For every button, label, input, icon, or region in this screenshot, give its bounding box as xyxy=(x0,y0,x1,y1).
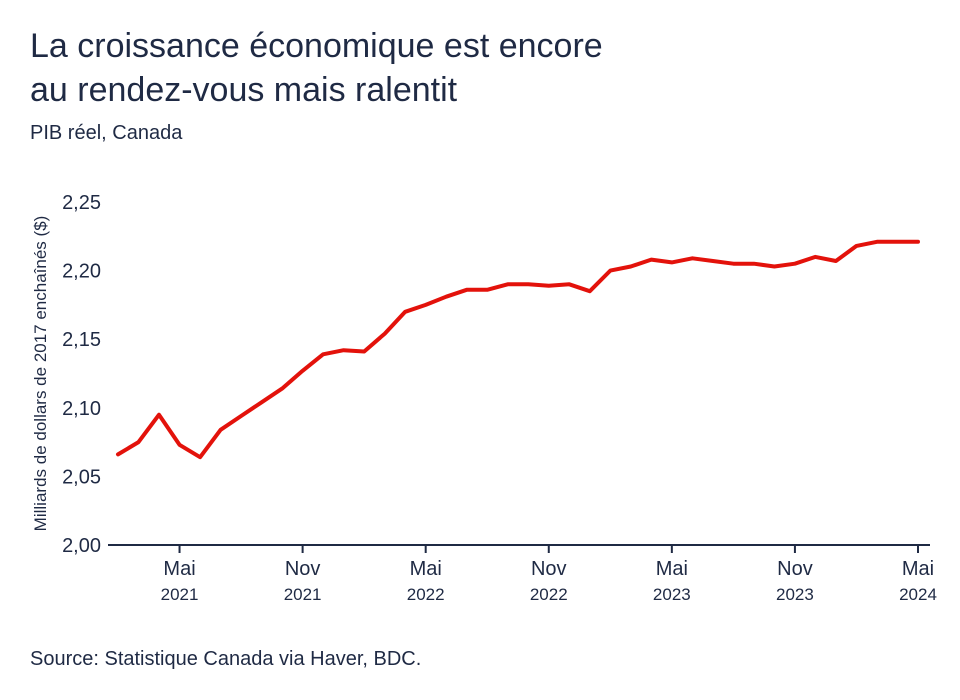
y-axis: 2,00 2,05 2,10 2,15 2,20 2,25 Milliards de dol… xyxy=(31,192,101,557)
chart-title-line-1: La croissance économique est encore xyxy=(30,27,603,65)
x-tick-month: Mai xyxy=(902,558,934,580)
y-tick-label: 2,05 xyxy=(62,466,101,488)
chart-title-line-2: au rendez-vous mais ralentit xyxy=(30,71,458,109)
x-tick-year: 2022 xyxy=(407,585,445,604)
x-tick-year: 2023 xyxy=(653,585,691,604)
y-tick-label: 2,25 xyxy=(62,192,101,214)
line-chart: 2,00 2,05 2,10 2,15 2,20 2,25 Milliards de dol… xyxy=(31,192,937,604)
x-tick-month: Mai xyxy=(410,558,442,580)
x-tick-year: 2021 xyxy=(284,585,322,604)
x-tick-month: Nov xyxy=(777,558,813,580)
series-line-gdp xyxy=(116,239,920,460)
chart-title: La croissance économique est encore au r… xyxy=(30,24,930,112)
x-tick-year: 2021 xyxy=(161,585,199,604)
y-tick-label: 2,00 xyxy=(62,535,101,557)
x-tick-month: Mai xyxy=(163,558,195,580)
x-tick-month: Mai xyxy=(656,558,688,580)
source-note: Source: Statistique Canada via Haver, BD… xyxy=(30,648,422,670)
y-tick-label: 2,15 xyxy=(62,329,101,351)
x-tick-year: 2024 xyxy=(899,585,937,604)
x-tick-year: 2023 xyxy=(776,585,814,604)
chart-subtitle: PIB réel, Canada xyxy=(30,122,183,144)
y-axis-label: Milliards de dollars de 2017 enchaînés (… xyxy=(31,216,50,532)
series-group xyxy=(116,239,920,460)
y-tick-label: 2,20 xyxy=(62,261,101,283)
x-tick-month: Nov xyxy=(285,558,321,580)
x-tick-month: Nov xyxy=(531,558,567,580)
y-tick-label: 2,10 xyxy=(62,398,101,420)
x-tick-year: 2022 xyxy=(530,585,568,604)
x-axis: Mai 2021 Nov 2021 Mai 2022 Nov 2022 Mai 2023 Nov 20… xyxy=(108,544,937,604)
